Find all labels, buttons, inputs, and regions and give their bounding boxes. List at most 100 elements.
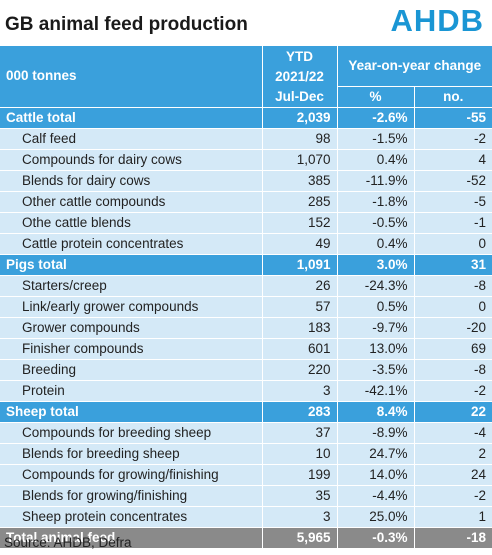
pct-change: -24.3% [337,274,415,296]
table-row: Starters/creep 26 -24.3% -8 [0,274,492,296]
no-change: 2 [414,442,492,464]
feed-production-table: 000 tonnes YTD Year-on-year change 2021/… [0,46,492,548]
no-change: 0 [414,232,492,254]
pct-change: 0.5% [337,295,415,317]
row-label: Calf feed [0,127,263,149]
pct-change: -2.6% [337,106,415,128]
row-label: Cattle protein concentrates [0,232,263,254]
no-change: -8 [414,358,492,380]
pct-change: -8.9% [337,421,415,443]
page-title: GB animal feed production [5,14,248,35]
row-label: Blends for dairy cows [0,169,263,191]
pct-change: -1.5% [337,127,415,149]
row-label: Finisher compounds [0,337,263,359]
pct-change: -4.4% [337,484,415,506]
row-label: Blends for growing/finishing [0,484,263,506]
ytd-header-line1: YTD [262,46,338,66]
row-label: Cattle total [0,106,263,128]
table-row: Protein 3 -42.1% -2 [0,379,492,401]
ytd-header-line2: 2021/22 [262,66,338,86]
table-row: Compounds for dairy cows 1,070 0.4% 4 [0,148,492,170]
pct-change: 8.4% [337,400,415,422]
no-change: -18 [414,526,492,548]
pct-change: 14.0% [337,463,415,485]
no-change: -4 [414,421,492,443]
table-row: Blends for breeding sheep 10 24.7% 2 [0,442,492,464]
table-row: Compounds for growing/finishing 199 14.0% 2… [0,463,492,485]
pct-change: -11.9% [337,169,415,191]
no-change: 69 [414,337,492,359]
ytd-value: 35 [262,484,338,506]
row-label: Breeding [0,358,263,380]
row-label: Pigs total [0,253,263,275]
row-label: Protein [0,379,263,401]
table-row: Blends for dairy cows 385 -11.9% -52 [0,169,492,191]
group-total-row: Cattle total 2,039 -2.6% -55 [0,106,492,128]
table-row: Grower compounds 183 -9.7% -20 [0,316,492,338]
row-label: Sheep protein concentrates [0,505,263,527]
table-row: Link/early grower compounds 57 0.5% 0 [0,295,492,317]
ytd-value: 152 [262,211,338,233]
pct-change: 25.0% [337,505,415,527]
ytd-value: 199 [262,463,338,485]
no-change: 1 [414,505,492,527]
no-change: 22 [414,400,492,422]
ytd-value: 49 [262,232,338,254]
no-change: -8 [414,274,492,296]
pct-change: -0.5% [337,211,415,233]
ytd-value: 220 [262,358,338,380]
ytd-value: 3 [262,505,338,527]
pct-change: 3.0% [337,253,415,275]
pct-change: -1.8% [337,190,415,212]
table-row: Calf feed 98 -1.5% -2 [0,127,492,149]
source-note: Source: AHDB, Defra [4,535,132,550]
ytd-value: 3 [262,379,338,401]
ytd-value: 283 [262,400,338,422]
pct-change: -0.3% [337,526,415,548]
table-row: Sheep protein concentrates 3 25.0% 1 [0,505,492,527]
unit-header: 000 tonnes [0,46,263,107]
no-change: 24 [414,463,492,485]
pct-change: -9.7% [337,316,415,338]
table-row: Cattle protein concentrates 49 0.4% 0 [0,232,492,254]
row-label: Sheep total [0,400,263,422]
no-change: -2 [414,484,492,506]
row-label: Blends for breeding sheep [0,442,263,464]
row-label: Compounds for breeding sheep [0,421,263,443]
no-change: 0 [414,295,492,317]
row-label: Total animal feed [0,526,263,548]
no-change: -2 [414,127,492,149]
ytd-value: 98 [262,127,338,149]
pct-header: % [337,86,415,107]
table-body: Cattle total 2,039 -2.6% -55 Calf feed 98 -1.5… [0,106,492,548]
pct-change: -3.5% [337,358,415,380]
table-row: Finisher compounds 601 13.0% 69 [0,337,492,359]
ytd-value: 183 [262,316,338,338]
ytd-header-line3: Jul-Dec [262,86,338,107]
ytd-value: 26 [262,274,338,296]
row-label: Othe cattle blends [0,211,263,233]
ytd-value: 2,039 [262,106,338,128]
no-change: -2 [414,379,492,401]
table-row: Breeding 220 -3.5% -8 [0,358,492,380]
no-change: -55 [414,106,492,128]
no-header: no. [414,86,492,107]
table-row: Compounds for breeding sheep 37 -8.9% -4 [0,421,492,443]
yoy-header: Year-on-year change [337,46,492,87]
no-change: -5 [414,190,492,212]
ytd-value: 1,091 [262,253,338,275]
pct-change: 24.7% [337,442,415,464]
ytd-value: 385 [262,169,338,191]
no-change: -52 [414,169,492,191]
table-row: Blends for growing/finishing 35 -4.4% -2 [0,484,492,506]
row-label: Compounds for dairy cows [0,148,263,170]
no-change: 4 [414,148,492,170]
ytd-value: 1,070 [262,148,338,170]
ytd-value: 5,965 [262,526,338,548]
pct-change: 13.0% [337,337,415,359]
row-label: Link/early grower compounds [0,295,263,317]
pct-change: -42.1% [337,379,415,401]
no-change: -20 [414,316,492,338]
pct-change: 0.4% [337,148,415,170]
